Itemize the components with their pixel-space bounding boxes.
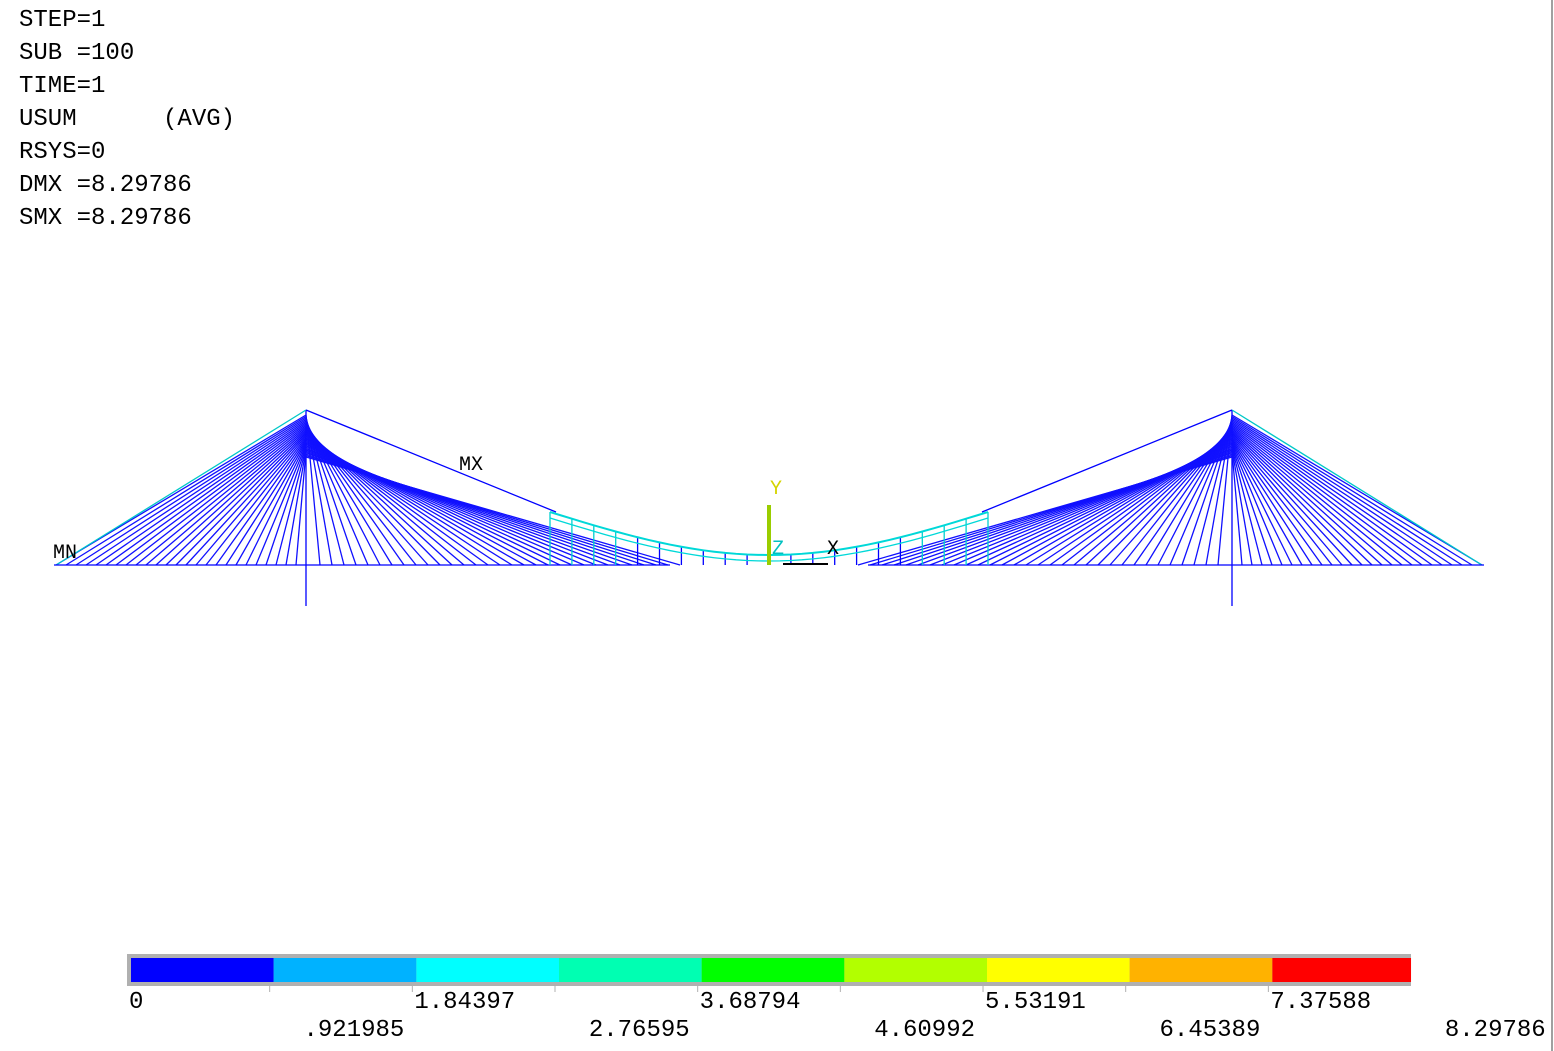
cable	[1231, 428, 1393, 566]
cable	[225, 440, 307, 566]
legend-swatch	[416, 958, 560, 982]
cable	[1231, 440, 1313, 566]
header-line: DMX =8.29786	[19, 172, 192, 199]
triad-y: Y	[770, 478, 782, 501]
cable	[1231, 437, 1333, 566]
legend-swatch	[701, 958, 845, 982]
legend-label: 4.60992	[874, 1017, 975, 1044]
cable	[305, 456, 681, 566]
cable	[1231, 432, 1363, 566]
legend-swatch	[131, 958, 274, 982]
cable	[1231, 414, 1483, 566]
triad-z: Z	[772, 538, 784, 561]
header-line: USUM (AVG)	[19, 106, 235, 133]
legend-label: 6.45389	[1160, 1017, 1261, 1044]
cable	[1231, 420, 1443, 566]
legend-swatch	[844, 958, 988, 982]
cable	[1231, 423, 1423, 566]
header-line: SUB =100	[19, 40, 134, 67]
cable	[1231, 429, 1383, 566]
cable	[95, 420, 307, 566]
cable	[1231, 450, 1243, 566]
legend-swatch	[559, 958, 702, 982]
legend-label: 0	[129, 989, 143, 1016]
deck-curve	[549, 517, 770, 562]
header-line: TIME=1	[19, 73, 105, 100]
legend-swatch	[987, 958, 1130, 982]
legend-label: 5.53191	[985, 989, 1086, 1016]
cable-top	[55, 409, 307, 566]
min-marker: MN	[53, 542, 77, 565]
legend-label: 3.68794	[700, 989, 801, 1016]
cable	[255, 444, 307, 566]
cable	[205, 437, 307, 566]
cable	[145, 428, 307, 566]
cable	[1231, 431, 1373, 566]
cable	[185, 434, 307, 566]
cable	[857, 456, 1233, 566]
legend-label: .921985	[304, 1017, 405, 1044]
legend-swatch	[1272, 958, 1412, 982]
cable	[85, 418, 307, 566]
cable	[1231, 449, 1253, 566]
cable	[215, 438, 307, 566]
header-line: STEP=1	[19, 7, 105, 34]
cable	[125, 424, 307, 566]
cable	[195, 435, 307, 566]
cable	[1231, 441, 1303, 566]
header: STEP=1 SUB =100 TIME=1 USUM (AVG) RSYS=0 DMX …	[19, 7, 235, 232]
cable	[155, 429, 307, 566]
deck-curve	[768, 517, 989, 562]
cable	[1231, 444, 1283, 566]
legend-label: 2.76595	[589, 1017, 690, 1044]
legend-swatch	[1129, 958, 1273, 982]
deck-curve	[768, 511, 989, 556]
cable	[245, 443, 307, 566]
cable	[135, 426, 307, 566]
cable	[105, 421, 307, 566]
deck-curve	[549, 511, 770, 556]
cable	[1231, 435, 1343, 566]
cable	[55, 414, 307, 566]
cable	[1231, 421, 1433, 566]
cable	[1231, 446, 1273, 566]
cable	[1231, 434, 1353, 566]
cable	[295, 450, 307, 566]
legend-label: 1.84397	[414, 989, 515, 1016]
cable	[75, 417, 307, 566]
cable	[165, 431, 307, 566]
legend-label: 7.37588	[1270, 989, 1371, 1016]
cable-top	[1231, 409, 1483, 566]
cable	[275, 447, 307, 566]
header-line: SMX =8.29786	[19, 205, 192, 232]
cable	[175, 432, 307, 566]
cable-top	[305, 409, 557, 513]
cable	[1231, 417, 1463, 566]
cable	[265, 446, 307, 566]
cable	[1231, 418, 1453, 566]
max-marker: MX	[459, 454, 483, 477]
cable	[235, 441, 307, 566]
cable	[1231, 447, 1263, 566]
legend-label: 8.29786	[1445, 1017, 1546, 1044]
legend-swatch	[273, 958, 417, 982]
header-line: RSYS=0	[19, 139, 105, 166]
cable	[115, 423, 307, 566]
cable	[1231, 443, 1293, 566]
cable	[65, 415, 307, 566]
cable	[1231, 415, 1473, 566]
cable-top	[981, 409, 1233, 513]
cable	[1231, 426, 1403, 566]
cable	[1231, 438, 1323, 566]
legend: 0 .921985 1.84397 2.76595 3.68794 4.60992 5.53…	[129, 958, 1546, 1044]
bridge-model	[54, 409, 1484, 606]
cable	[1231, 424, 1413, 566]
cable	[285, 449, 307, 566]
triad-x: X	[827, 538, 839, 561]
